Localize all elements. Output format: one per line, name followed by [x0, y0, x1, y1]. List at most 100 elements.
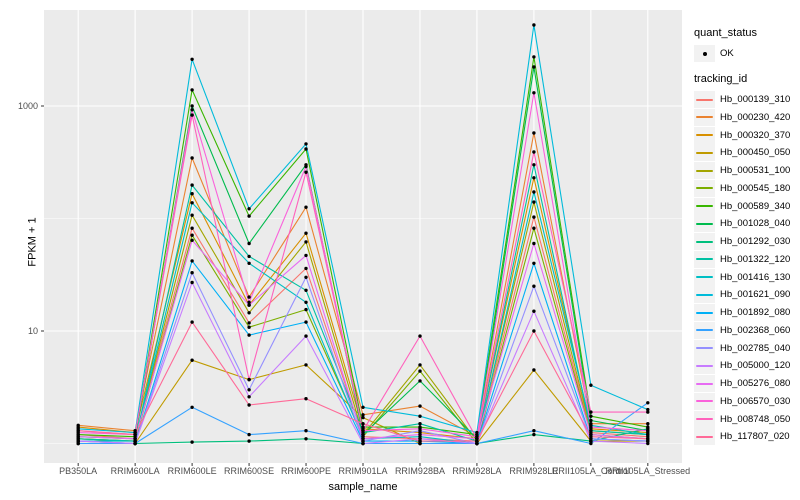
data-point: [190, 113, 194, 117]
legend-item-label: Hb_000139_310: [720, 94, 791, 106]
data-point: [190, 358, 194, 362]
data-point: [532, 176, 536, 180]
legend-item-label: Hb_000531_100: [720, 165, 791, 177]
point-marker-icon: [702, 51, 707, 56]
data-point: [133, 432, 137, 437]
data-point: [304, 142, 308, 146]
data-point: [190, 226, 194, 230]
data-point: [304, 147, 308, 151]
legend: quant_status OK tracking_id Hb_000139_31…: [694, 27, 800, 446]
data-point: [247, 325, 251, 329]
data-point: [190, 213, 194, 217]
line-swatch-icon: [696, 400, 713, 403]
legend-item-label: Hb_000450_050: [720, 147, 791, 159]
legend-item-Hb_000139_310: Hb_000139_310: [694, 91, 800, 109]
legend-title-tracking-id: tracking_id: [694, 72, 748, 85]
x-tick-label: RRIM600SE: [224, 466, 274, 476]
y-tick-label: 1000: [18, 101, 38, 111]
data-point: [361, 422, 365, 426]
data-point: [532, 190, 536, 194]
data-point: [532, 429, 536, 433]
legend-item-label: Hb_002785_040: [720, 342, 791, 354]
x-axis-title: sample_name: [328, 481, 398, 493]
legend-item-label: OK: [720, 48, 734, 60]
data-point: [247, 300, 251, 304]
data-point: [304, 253, 308, 258]
tracking-id-legend: Hb_000139_310 Hb_000230_420 Hb_000320_370 H…: [694, 91, 800, 446]
quant-status-legend: quant_status OK: [694, 27, 800, 63]
data-point: [418, 439, 422, 443]
legend-key-box: [694, 250, 715, 268]
data-point: [304, 363, 308, 367]
data-point: [304, 288, 308, 292]
legend-item-Hb_001892_080: Hb_001892_080: [694, 304, 800, 322]
data-point: [190, 238, 194, 242]
data-point: [532, 284, 536, 288]
legend-item-Hb_001416_130: Hb_001416_130: [694, 268, 800, 286]
data-point: [304, 307, 308, 312]
legend-key-box: [694, 268, 715, 286]
data-point: [418, 414, 422, 418]
data-point: [532, 432, 536, 437]
x-tick-label: RRIM600LA: [111, 466, 160, 476]
data-point: [646, 401, 650, 405]
legend-key-box: [694, 375, 715, 393]
legend-item-Hb_000450_050: Hb_000450_050: [694, 144, 800, 162]
legend-key-box: [694, 144, 715, 162]
data-point: [646, 432, 650, 437]
line-swatch-icon: [696, 435, 713, 438]
legend-key-box: [694, 45, 715, 63]
legend-key-box: [694, 357, 715, 375]
y-tick-label: 10: [28, 326, 38, 336]
data-point: [247, 333, 251, 337]
data-point: [190, 233, 194, 237]
data-point: [190, 183, 194, 187]
legend-item-Hb_006570_030: Hb_006570_030: [694, 392, 800, 411]
data-point: [247, 241, 251, 246]
legend-item-Hb_002785_040: Hb_002785_040: [694, 339, 800, 357]
data-point: [133, 441, 137, 446]
line-swatch-icon: [696, 187, 713, 190]
x-tick-label: RRIM901LA: [338, 466, 387, 476]
data-point: [76, 441, 80, 446]
data-point: [304, 300, 308, 304]
data-point: [304, 429, 308, 433]
legend-item-label: Hb_000589_340: [720, 200, 791, 212]
data-point: [532, 131, 536, 135]
data-point: [418, 363, 422, 367]
data-point: [532, 91, 536, 95]
data-point: [304, 231, 308, 235]
line-swatch-icon: [696, 134, 713, 137]
legend-key-box: [694, 304, 715, 322]
legend-key-box: [694, 91, 715, 109]
data-point: [190, 405, 194, 409]
data-point: [418, 432, 422, 437]
legend-key-box: [694, 286, 715, 304]
legend-key-box: [694, 321, 715, 339]
data-point: [532, 23, 536, 27]
legend-key-box: [694, 197, 715, 215]
data-point: [361, 429, 365, 433]
line-swatch-icon: [696, 276, 713, 279]
line-swatch-icon: [696, 151, 713, 154]
data-point: [247, 395, 251, 399]
legend-item-Hb_000545_180: Hb_000545_180: [694, 179, 800, 198]
data-point: [304, 275, 308, 279]
data-point: [247, 214, 251, 218]
legend-key-box: [694, 233, 715, 251]
legend-item-Hb_001322_120: Hb_001322_120: [694, 250, 800, 269]
data-point: [190, 108, 194, 112]
data-point: [361, 437, 365, 441]
data-point: [133, 437, 137, 441]
data-point: [418, 369, 422, 373]
legend-item-label: Hb_008748_050: [720, 413, 791, 425]
data-point: [76, 429, 80, 433]
data-point: [247, 254, 251, 259]
data-point: [247, 321, 251, 325]
data-point: [532, 163, 536, 167]
data-point: [532, 329, 536, 333]
legend-key-box: [694, 428, 715, 446]
data-point: [247, 377, 251, 382]
data-point: [646, 441, 650, 446]
data-point: [475, 441, 479, 446]
